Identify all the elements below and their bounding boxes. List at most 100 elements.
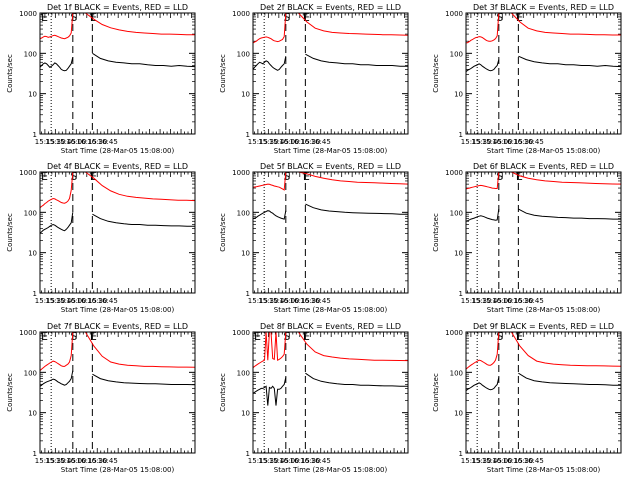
events-series-line [92, 213, 195, 227]
y-tick-label: 1000 [19, 10, 37, 18]
events-series-line [305, 203, 408, 215]
y-tick-label: 100 [24, 209, 37, 217]
x-tick-label: 15:45 [56, 138, 76, 146]
x-tick-label: 15:45 [482, 138, 502, 146]
x-axis-label: Start Time (28-Mar-05 15:08:00) [487, 466, 601, 474]
x-tick-label: 15:45 [482, 297, 502, 305]
event-marker-label: E [41, 330, 48, 343]
lld-series-line [85, 171, 196, 202]
events-series-line [305, 372, 408, 387]
x-tick-label: 16:15 [77, 457, 97, 465]
x-tick-label: 16:45 [98, 138, 118, 146]
x-tick-label: 16:45 [524, 457, 544, 465]
x-tick-label: 15:15 [248, 138, 268, 146]
events-series-line [39, 370, 74, 387]
plot-frame [39, 12, 196, 135]
y-axis-label: Counts/sec [432, 54, 440, 93]
y-tick-label: 1000 [232, 169, 250, 177]
event-marker-label: E [516, 330, 523, 343]
x-tick-label: 16:30 [87, 297, 107, 305]
plot-frame [252, 331, 409, 454]
x-tick-label: 16:45 [98, 457, 118, 465]
y-tick-label: 10 [28, 250, 37, 258]
y-tick-label: 1000 [232, 10, 250, 18]
event-marker-label: E [90, 11, 97, 24]
y-tick-label: 1 [246, 450, 250, 458]
y-tick-label: 1 [459, 131, 463, 139]
x-tick-label: 15:15 [461, 297, 481, 305]
y-tick-label: 1 [33, 450, 37, 458]
x-tick-label: 15:45 [56, 297, 76, 305]
detector-panel-4: Det 4f BLACK = Events, RED = LLD Counts/s… [6, 162, 196, 314]
y-tick-label: 10 [241, 91, 250, 99]
events-series-line [465, 59, 500, 73]
y-tick-label: 100 [450, 209, 463, 217]
events-series-line [465, 377, 500, 392]
events-series-line [518, 208, 621, 220]
y-axis-label: Counts/sec [219, 213, 227, 252]
event-marker-label: E [303, 11, 310, 24]
y-tick-label: 100 [24, 369, 37, 377]
x-tick-label: 16:30 [513, 457, 533, 465]
detector-panel-8: Det 8f BLACK = Events, RED = LLD Counts/s… [219, 322, 409, 474]
plot-frame [252, 12, 409, 135]
event-marker-label: E [90, 330, 97, 343]
events-series-line [92, 52, 196, 68]
x-tick-label: 15:30 [471, 297, 491, 305]
lld-series-line [252, 171, 287, 191]
y-tick-label: 1000 [19, 329, 37, 337]
y-tick-label: 1 [459, 450, 463, 458]
x-tick-label: 16:45 [311, 297, 331, 305]
x-axis-label: Start Time (28-Mar-05 15:08:00) [61, 306, 175, 314]
x-tick-label: 15:15 [248, 297, 268, 305]
y-tick-label: 100 [237, 369, 250, 377]
y-tick-label: 10 [454, 410, 463, 418]
y-axis-label: Counts/sec [432, 213, 440, 252]
event-marker-label: S [283, 170, 290, 183]
y-axis-label: Counts/sec [6, 54, 14, 93]
lld-series-line [297, 331, 409, 362]
y-tick-label: 100 [450, 369, 463, 377]
x-tick-label: 15:45 [269, 457, 289, 465]
x-tick-label: 15:15 [35, 138, 55, 146]
y-tick-label: 1 [33, 290, 37, 298]
x-tick-label: 15:15 [35, 297, 55, 305]
y-tick-label: 100 [450, 50, 463, 58]
y-tick-label: 1 [246, 131, 250, 139]
events-series-line [92, 373, 196, 386]
lld-series-line [39, 331, 74, 372]
event-marker-label: S [496, 11, 503, 24]
events-series-line [252, 56, 287, 71]
y-tick-label: 1000 [19, 169, 37, 177]
event-marker-label: S [496, 170, 503, 183]
lld-series-line [298, 171, 409, 185]
y-axis-label: Counts/sec [6, 373, 14, 412]
y-tick-label: 100 [237, 209, 250, 217]
event-marker-label: S [496, 330, 503, 343]
detector-panel-5: Det 5f BLACK = Events, RED = LLD Counts/s… [219, 162, 409, 314]
y-tick-label: 1000 [445, 10, 463, 18]
detector-panel-7: Det 7f BLACK = Events, RED = LLD Counts/s… [6, 322, 196, 474]
x-tick-label: 15:30 [471, 457, 491, 465]
y-tick-label: 100 [237, 50, 250, 58]
panel-title: Det 6f BLACK = Events, RED = LLD [473, 162, 614, 171]
y-axis-label: Counts/sec [219, 373, 227, 412]
plot-frame [252, 171, 409, 294]
events-series-line [518, 55, 622, 68]
x-tick-label: 16:45 [98, 297, 118, 305]
x-axis-label: Start Time (28-Mar-05 15:08:00) [487, 147, 601, 155]
x-axis-label: Start Time (28-Mar-05 15:08:00) [274, 306, 388, 314]
x-tick-label: 15:45 [269, 297, 289, 305]
lld-series-line [511, 12, 621, 36]
plot-frame [465, 331, 622, 454]
events-series-line [305, 53, 408, 67]
y-tick-label: 1 [459, 290, 463, 298]
events-series-line [518, 372, 621, 386]
y-axis-label: Counts/sec [219, 54, 227, 93]
x-tick-label: 16:15 [503, 138, 523, 146]
lld-series-line [511, 171, 622, 185]
x-axis-label: Start Time (28-Mar-05 15:08:00) [274, 466, 388, 474]
panel-title: Det 1f BLACK = Events, RED = LLD [47, 3, 188, 12]
event-marker-label: S [283, 330, 290, 343]
event-marker-label: E [254, 330, 261, 343]
